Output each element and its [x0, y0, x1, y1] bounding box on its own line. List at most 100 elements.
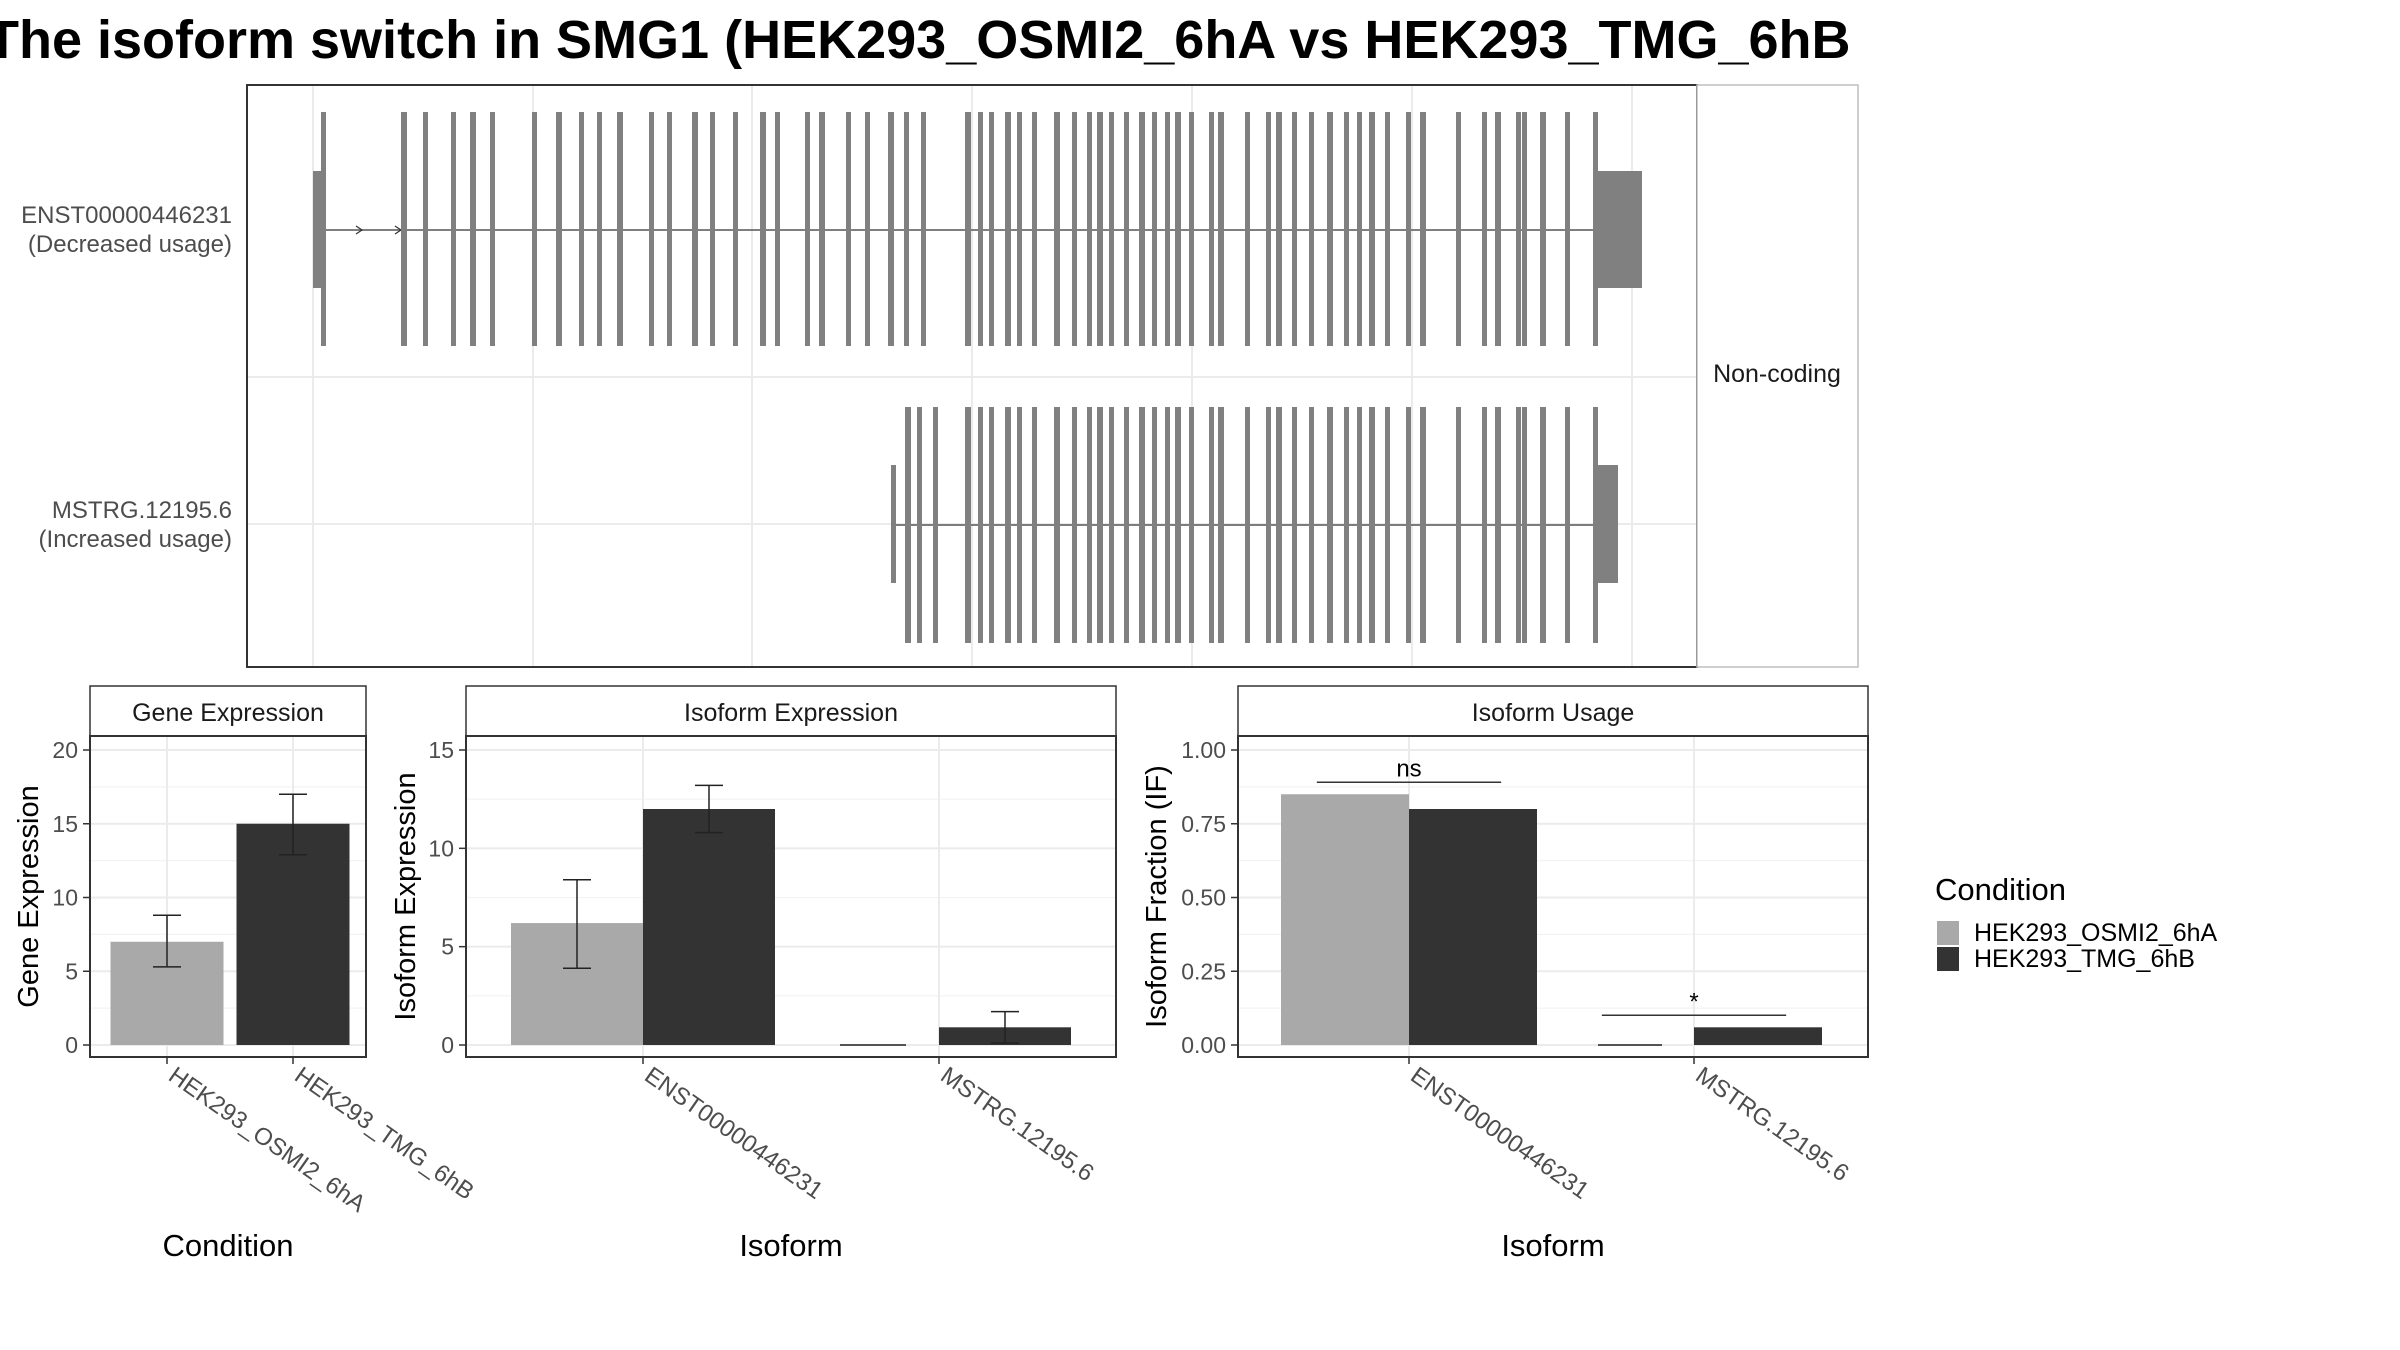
- y-axis-title-2: Isoform Fraction (IF): [1141, 765, 1173, 1028]
- transcript-2-exon-33: [1420, 407, 1426, 643]
- ytick-label-1-3: 15: [428, 737, 454, 763]
- transcript-2-exon-first: [891, 465, 896, 583]
- legend-label-1: HEK293_OSMI2_6hA: [1974, 919, 2218, 947]
- transcript-1-exon-27: [1005, 112, 1011, 346]
- panel-border-1: [465, 735, 1117, 1058]
- transcript-2-exon-29: [1357, 407, 1362, 643]
- transcript-1-exon-29: [1032, 112, 1037, 346]
- xtick-label-1-1: MSTRG.12195.6: [936, 1062, 1099, 1187]
- transcript-1-exon-48: [1327, 112, 1333, 346]
- ytick-label-1-0: 0: [441, 1032, 454, 1058]
- sig-label-1: *: [1689, 988, 1698, 1015]
- legend-label-2: HEK293_TMG_6hB: [1974, 945, 2195, 973]
- transcript-1-utr3: [1597, 171, 1642, 288]
- transcript-2-exon-23: [1266, 407, 1271, 643]
- transcript-1-exon-45: [1276, 112, 1282, 346]
- transcript-1-exon-13: [710, 112, 715, 346]
- transcript-1-exon-47: [1309, 112, 1314, 346]
- transcript-1-exon-41: [1209, 112, 1214, 346]
- bar-2-0-0: [1281, 794, 1409, 1045]
- transcript-1-exon-60: [1540, 112, 1546, 346]
- transcript-1-exon-4: [490, 112, 495, 346]
- transcript-1-exon-25: [978, 112, 983, 346]
- transcript-1-exon-53: [1406, 112, 1411, 346]
- transcript-1-exon-54: [1420, 112, 1426, 346]
- transcript-2-exon-14: [1124, 407, 1129, 643]
- panel-title-2: Isoform Usage: [1472, 699, 1635, 727]
- transcript-2-exon-8: [1032, 407, 1037, 643]
- transcript-2-exon-36: [1495, 407, 1501, 643]
- transcript-1-exon-24: [965, 112, 971, 346]
- transcript-1-exon-5: [532, 112, 537, 346]
- figure-title: The isoform switch in SMG1 (HEK293_OSMI2…: [0, 10, 1851, 70]
- ytick-label-0-0: 0: [65, 1032, 78, 1058]
- ytick-label-0-4: 20: [52, 737, 78, 763]
- sig-label-0: ns: [1396, 755, 1421, 782]
- y-axis-title-0: Gene Expression: [13, 785, 45, 1007]
- transcript-2-exon-3: [965, 407, 971, 643]
- xtick-label-2-1: MSTRG.12195.6: [1691, 1062, 1854, 1187]
- transcript-2-exon-0: [905, 407, 911, 643]
- transcript-2-exon-16: [1152, 407, 1157, 643]
- transcript-1-exon-9: [617, 112, 623, 346]
- transcript-2-exon-10: [1072, 407, 1077, 643]
- transcript-1-exon-26: [989, 112, 994, 346]
- transcript-1-exon-42: [1218, 112, 1224, 346]
- bar-panel-2: Isoform Usage ns * 0.00 0.25 0.50 0.75 1.00 ENST…: [1141, 685, 1869, 1263]
- transcript-1-exon-59: [1522, 112, 1527, 346]
- transcript-2-exon-17: [1165, 407, 1170, 643]
- panel-border-2: [1237, 735, 1869, 1058]
- panel-title-1: Isoform Expression: [684, 699, 898, 727]
- transcript-1-exon-6: [556, 112, 562, 346]
- gene-structure-panel: Non-coding ENST00000446231 (Decreased us…: [21, 84, 1859, 668]
- transcript-2-exon-22: [1245, 407, 1250, 643]
- transcript-1-exon-52: [1385, 112, 1390, 346]
- transcript-2-exon-25: [1292, 407, 1297, 643]
- transcript-2-exon-12: [1097, 407, 1103, 643]
- transcript-1-exon-17: [805, 112, 810, 346]
- transcript-1-exon-0: [401, 112, 407, 346]
- transcript-2-exon-31: [1385, 407, 1390, 643]
- transcript-2-exon-1: [917, 407, 922, 643]
- x-axis-title-2: Isoform: [1501, 1228, 1604, 1263]
- ytick-label-0-2: 10: [52, 885, 78, 911]
- transcript-2-exon-24: [1276, 407, 1282, 643]
- transcript-2-exon-32: [1406, 407, 1411, 643]
- transcript-2-exon-18: [1175, 407, 1181, 643]
- transcript-1-exon-15: [760, 112, 766, 346]
- transcript-2-exon-6: [1005, 407, 1011, 643]
- transcript-1-exon-46: [1292, 112, 1297, 346]
- transcript-1-usage: (Decreased usage): [28, 231, 232, 258]
- y-axis-title-1: Isoform Expression: [390, 772, 422, 1020]
- panel-title-0: Gene Expression: [132, 699, 324, 727]
- transcript-1-exon-30: [1054, 112, 1060, 346]
- transcript-1-exon-19: [846, 112, 851, 346]
- transcript-2-exon-38: [1522, 407, 1527, 643]
- transcript-2-exon-26: [1309, 407, 1314, 643]
- transcript-1-exon-18: [819, 112, 825, 346]
- x-axis-title-0: Condition: [163, 1228, 294, 1263]
- xtick-label-1-0: ENST00000446231: [640, 1062, 828, 1205]
- transcript-1-exon-34: [1109, 112, 1114, 346]
- strand-arrow-1: [355, 225, 364, 235]
- ytick-label-1-2: 10: [428, 835, 454, 861]
- legend-title: Condition: [1935, 872, 2066, 907]
- transcript-2-exon-11: [1087, 407, 1092, 643]
- transcript-2-exon-30: [1369, 407, 1375, 643]
- transcript-2-exon-15: [1139, 407, 1145, 643]
- transcript-1-exon-11: [667, 112, 672, 346]
- transcript-1-exon-49: [1344, 112, 1349, 346]
- transcript-1-exon-39: [1175, 112, 1181, 346]
- legend-key-2: [1937, 947, 1959, 971]
- ytick-label-0-1: 5: [65, 958, 78, 984]
- panel-strip-2: [1237, 685, 1869, 737]
- transcript-2-exon-2: [933, 407, 938, 643]
- transcript-2-exon-41: [1593, 407, 1598, 643]
- transcript-1-exon-51: [1369, 112, 1375, 346]
- ytick-label-2-2: 0.50: [1181, 885, 1226, 911]
- transcript-2-exon-27: [1327, 407, 1333, 643]
- structure-exons: [313, 112, 1642, 643]
- ytick-label-2-4: 1.00: [1181, 737, 1226, 763]
- transcript-1-exon-35: [1124, 112, 1129, 346]
